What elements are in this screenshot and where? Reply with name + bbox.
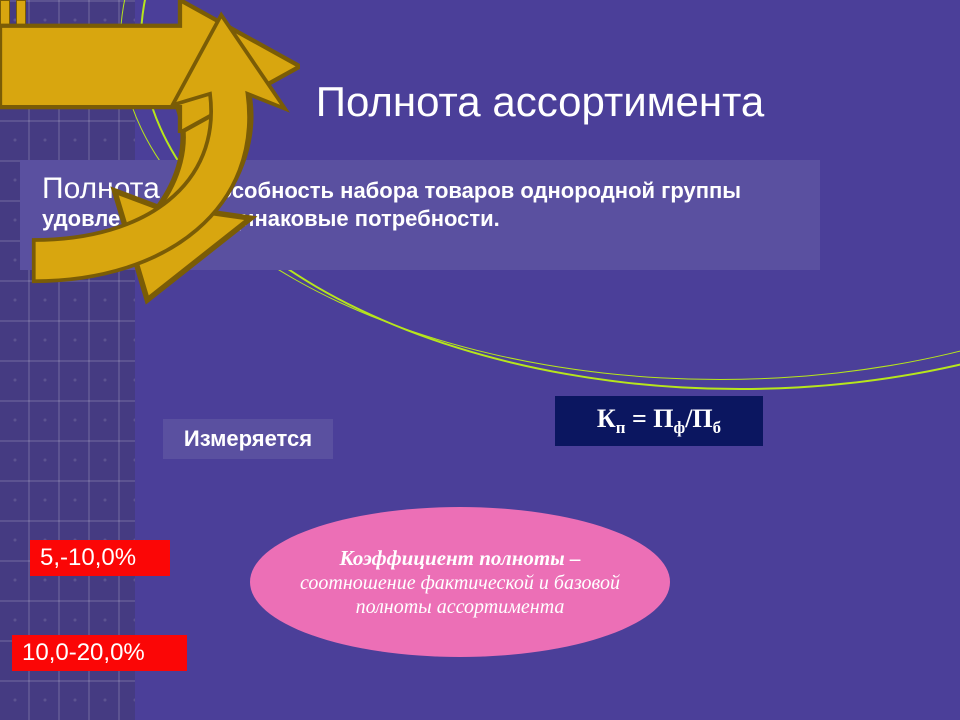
formula-text: Кп = Пф/Пб [597, 404, 721, 438]
percent-badge: 10,0-20,0% [12, 635, 187, 671]
measured-label-box: Измеряется [163, 419, 333, 459]
ellipse-line2: соотношение фактической и базовой полнот… [290, 571, 630, 619]
formula-box: Кп = Пф/Пб [555, 396, 763, 446]
badge-text: 5,-10,0% [40, 544, 136, 571]
title-text: Полнота ассортимента [316, 78, 764, 125]
page-title: Полнота ассортимента [260, 78, 820, 132]
slide-stage: Полнота ассортимента Полнота – способнос… [0, 0, 960, 720]
percent-badge: 5,-10,0% [30, 540, 170, 576]
ellipse-line1: Коэффициент полноты – [339, 546, 580, 571]
badge-text: 10,0-20,0% [22, 639, 145, 666]
coefficient-ellipse: Коэффициент полноты – соотношение фактич… [250, 507, 670, 657]
measured-label: Измеряется [184, 426, 312, 452]
curved-up-arrow-icon [0, 0, 300, 291]
